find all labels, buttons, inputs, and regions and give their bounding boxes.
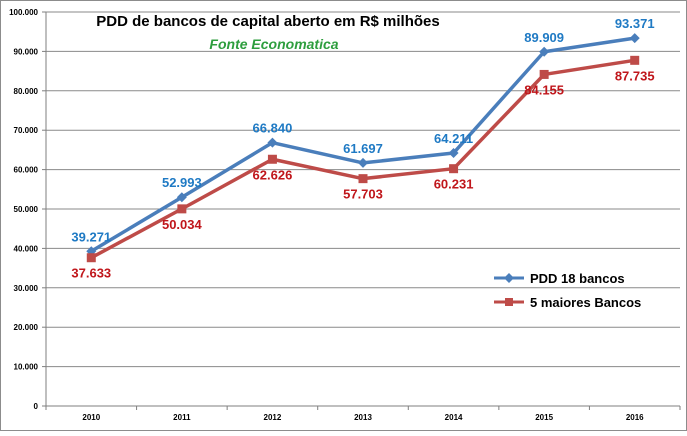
data-label: 50.034 xyxy=(162,217,203,232)
chart-subtitle: Fonte Economatica xyxy=(209,36,338,52)
data-point xyxy=(267,154,277,164)
y-tick-labels: 0 10.000 20.000 30.000 40.000 50.000 60.000 70.… xyxy=(9,8,46,411)
data-labels: 39.271 52.993 66.840 61.697 64.211 89.909 93.3… xyxy=(71,16,654,281)
data-label: 84.155 xyxy=(524,82,564,97)
y-tick-label: 40.000 xyxy=(14,244,39,253)
data-point xyxy=(86,253,96,263)
data-point xyxy=(267,137,278,148)
data-label: 57.703 xyxy=(343,187,383,202)
data-point xyxy=(358,174,368,184)
data-label: 64.211 xyxy=(434,131,473,146)
legend-marker-series-1 xyxy=(504,273,514,283)
chart-title: PDD de bancos de capital aberto em R$ mi… xyxy=(96,13,439,30)
legend-entry-series-1: PDD 18 bancos xyxy=(494,271,625,286)
x-tick-labels: 2010 2011 2012 2013 2014 2015 2016 xyxy=(45,406,681,422)
legend-marker-series-2 xyxy=(505,298,513,306)
data-point xyxy=(358,157,368,168)
y-tick-label: 30.000 xyxy=(14,284,39,293)
x-tick-label: 2012 xyxy=(264,413,282,422)
legend-label-series-2: 5 maiores Bancos xyxy=(530,295,641,310)
data-label: 93.371 xyxy=(615,16,655,31)
x-tick-label: 2013 xyxy=(354,413,372,422)
data-label: 62.626 xyxy=(253,167,293,182)
data-point xyxy=(630,55,640,65)
legend-label-series-1: PDD 18 bancos xyxy=(530,271,625,286)
y-tick-label: 100.000 xyxy=(9,8,38,17)
data-label: 87.735 xyxy=(615,68,655,83)
data-point xyxy=(176,192,187,203)
data-label: 89.909 xyxy=(524,30,564,45)
data-point xyxy=(629,33,640,44)
x-tick-label: 2016 xyxy=(626,413,644,422)
y-tick-label: 50.000 xyxy=(14,205,39,214)
data-label: 66.840 xyxy=(253,121,293,136)
data-label: 39.271 xyxy=(71,229,111,244)
x-tick-label: 2011 xyxy=(173,413,191,422)
data-label: 37.633 xyxy=(71,266,111,281)
y-tick-label: 0 xyxy=(34,402,39,411)
series-markers xyxy=(86,33,640,263)
data-point xyxy=(539,46,550,57)
y-tick-label: 80.000 xyxy=(14,87,39,96)
data-label: 61.697 xyxy=(343,141,383,156)
data-point xyxy=(177,204,187,214)
legend-entry-series-2: 5 maiores Bancos xyxy=(494,295,641,310)
data-label: 52.993 xyxy=(162,175,202,190)
data-point xyxy=(449,164,459,174)
y-tick-label: 10.000 xyxy=(14,363,39,372)
legend: PDD 18 bancos 5 maiores Bancos xyxy=(494,271,641,310)
y-tick-label: 20.000 xyxy=(14,323,39,332)
y-tick-label: 60.000 xyxy=(14,166,39,175)
data-point xyxy=(448,148,459,159)
y-tick-label: 90.000 xyxy=(14,47,39,56)
data-label: 60.231 xyxy=(434,177,474,192)
x-tick-label: 2010 xyxy=(82,413,100,422)
gridlines xyxy=(46,11,680,368)
y-tick-label: 70.000 xyxy=(14,126,39,135)
x-tick-label: 2014 xyxy=(445,413,463,422)
data-point xyxy=(539,69,549,79)
x-tick-label: 2015 xyxy=(535,413,553,422)
